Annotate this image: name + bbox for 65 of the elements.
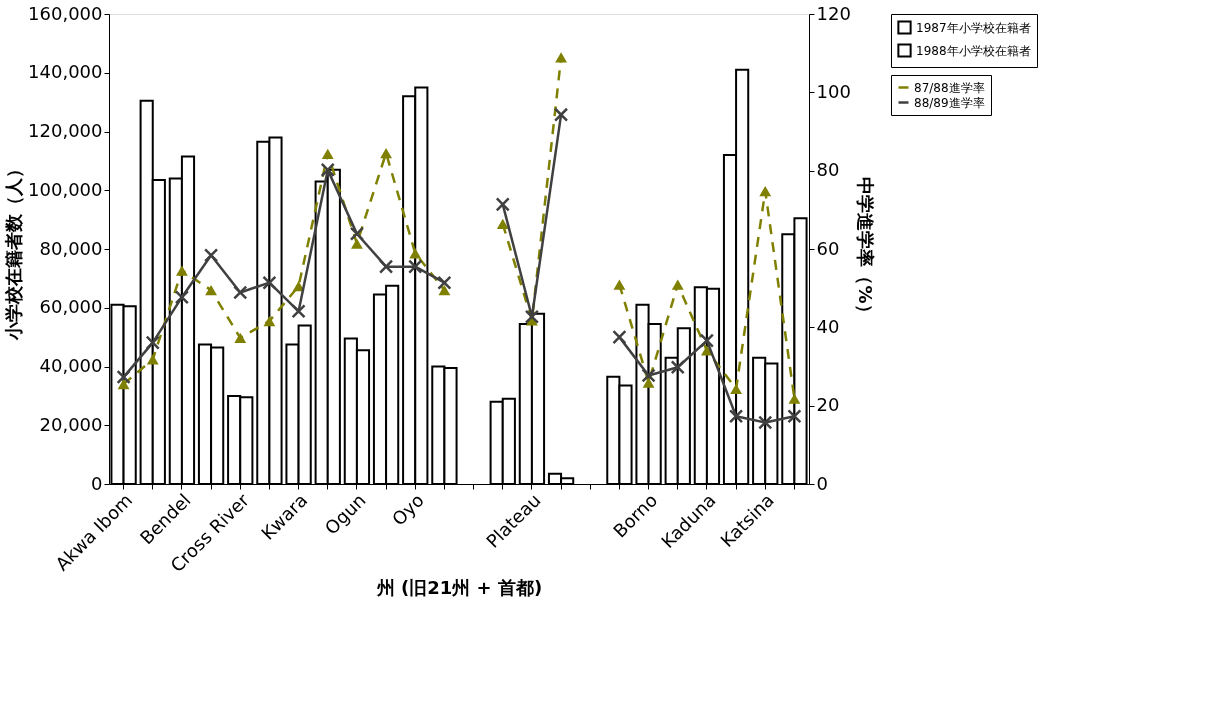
y-tick-label: 80,000 <box>39 237 103 259</box>
x-tick-label: Oyo <box>387 489 428 530</box>
point <box>262 275 277 290</box>
point <box>612 329 627 345</box>
point <box>291 304 306 319</box>
point <box>205 285 217 296</box>
legend-label: 88/89進学率 <box>914 95 985 110</box>
point <box>117 379 130 390</box>
point <box>670 360 685 375</box>
point <box>728 409 744 424</box>
y2-tick-label: 40 <box>816 315 840 337</box>
point <box>321 148 334 159</box>
y2-tick-label: 100 <box>816 80 851 102</box>
point <box>437 275 452 290</box>
y-tick-label: 0 <box>91 472 103 494</box>
y-axis-title: 小学校在籍者数（人） <box>3 159 25 341</box>
point <box>145 335 160 350</box>
point <box>234 332 247 344</box>
point <box>788 393 801 404</box>
y2-axis-title: 中学進学率（%） <box>854 177 876 322</box>
point <box>759 185 772 197</box>
point <box>642 377 655 388</box>
y-tick-label: 20,000 <box>39 413 103 435</box>
y2-tick-label: 80 <box>816 159 840 181</box>
point <box>555 52 567 63</box>
point <box>787 409 802 424</box>
y2-tick-label: 0 <box>816 472 828 494</box>
legend-label: 1987年小学校在籍者 <box>916 20 1031 35</box>
point <box>438 285 451 296</box>
point <box>233 285 248 300</box>
point <box>380 147 392 159</box>
y2-tick-label: 120 <box>816 2 851 24</box>
point <box>378 259 394 274</box>
legend-label: 87/88進学率 <box>914 80 985 95</box>
legend-label: 1988年小学校在籍者 <box>916 43 1031 58</box>
point <box>641 368 656 383</box>
x-axis-title: 州 (旧21州 + 首都) <box>375 577 543 599</box>
point <box>349 226 365 241</box>
y-tick-label: 120,000 <box>28 120 103 141</box>
point <box>671 279 684 290</box>
point <box>116 369 131 385</box>
point <box>408 259 423 274</box>
point <box>174 290 190 305</box>
point <box>730 383 742 394</box>
y-tick-label: 60,000 <box>39 296 103 318</box>
point <box>263 315 276 327</box>
y-tick-label: 40,000 <box>39 355 103 376</box>
point <box>699 333 715 348</box>
y-tick-label: 160,000 <box>28 2 103 24</box>
point <box>176 265 188 276</box>
point <box>496 218 509 230</box>
point <box>320 162 335 178</box>
point <box>146 354 159 365</box>
y-tick-label: 140,000 <box>28 61 103 83</box>
point <box>613 279 626 290</box>
point <box>524 309 540 324</box>
point <box>409 248 422 259</box>
point <box>495 197 510 212</box>
y-tick-label: 100,000 <box>28 178 103 200</box>
point <box>351 238 363 249</box>
y2-tick-label: 20 <box>816 394 840 416</box>
point <box>203 248 219 263</box>
point <box>758 415 773 430</box>
y2-tick-label: 60 <box>816 237 840 259</box>
point <box>553 107 569 122</box>
